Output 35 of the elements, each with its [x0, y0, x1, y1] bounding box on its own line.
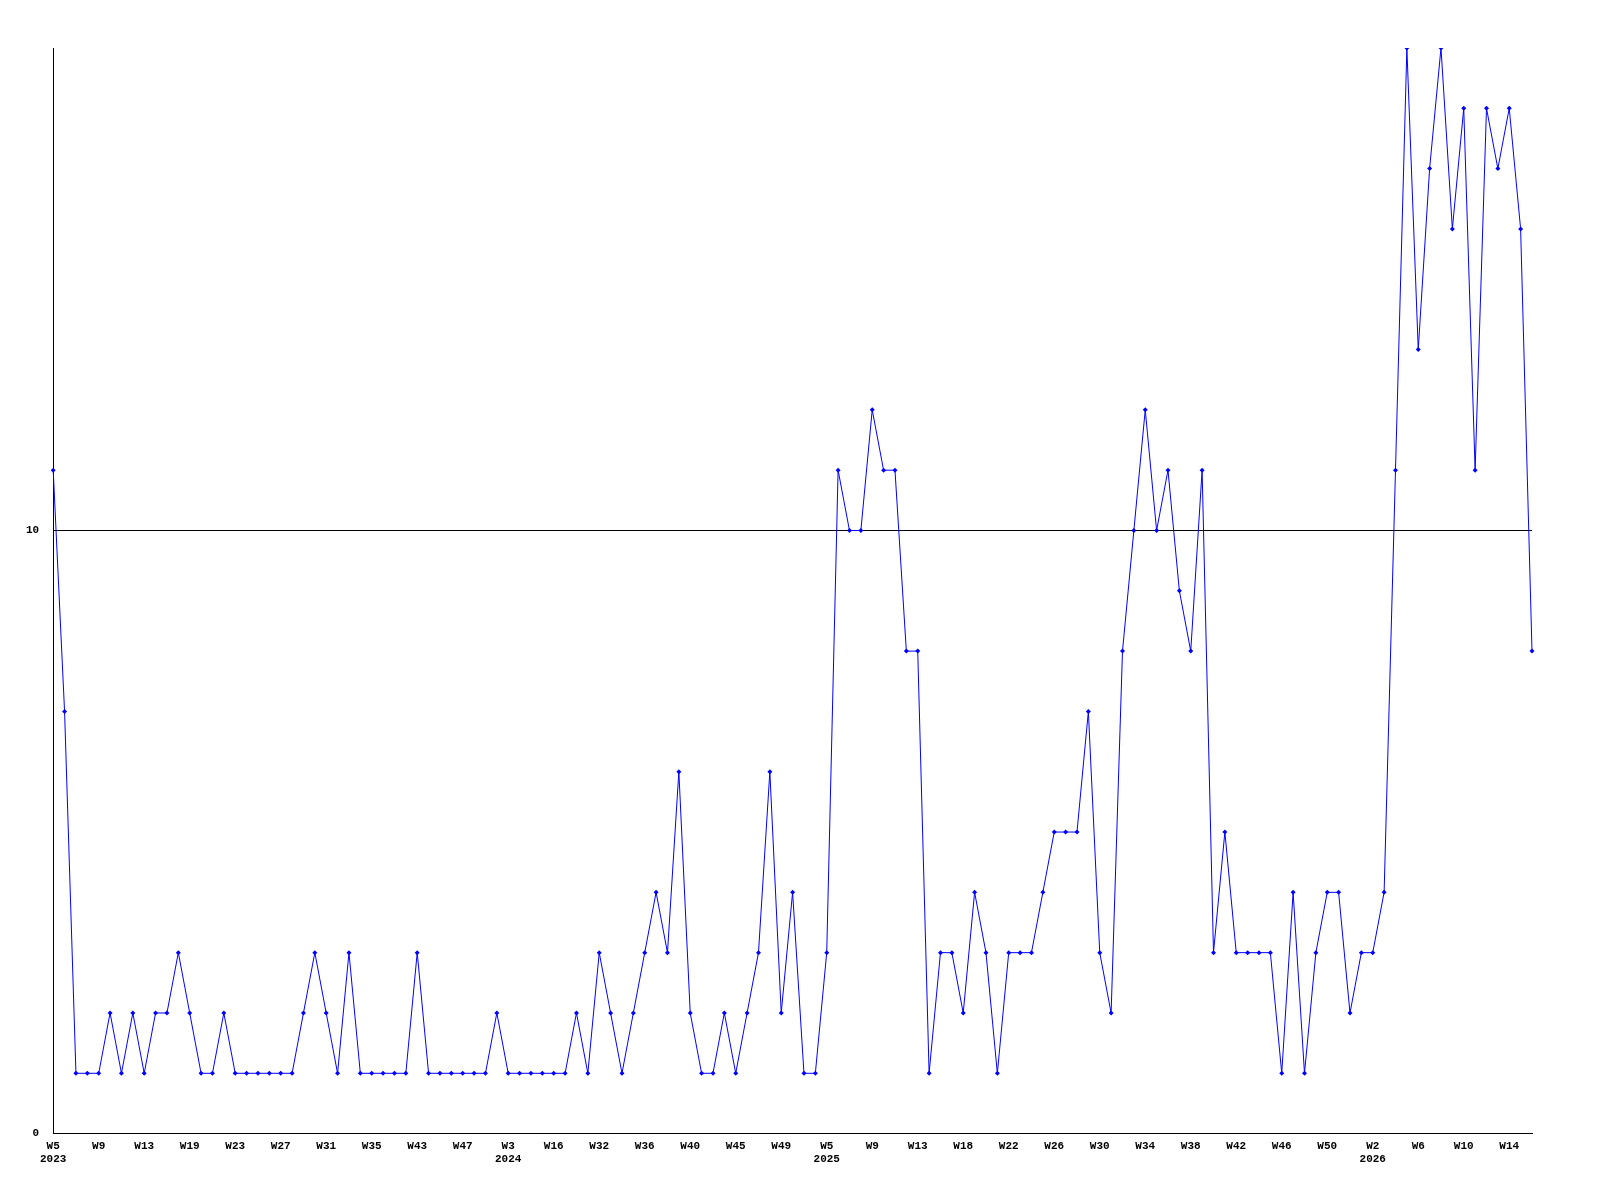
x-tick-label: W38	[1180, 1139, 1202, 1152]
x-tick-label: W13	[134, 1139, 155, 1152]
x-tick-label: W2 2026	[1359, 1139, 1386, 1166]
x-tick-label: W9	[92, 1139, 106, 1152]
x-tick-label: W31	[316, 1139, 337, 1152]
x-tick-label: W26	[1044, 1139, 1065, 1152]
x-tick-label: W36	[634, 1139, 655, 1152]
x-tick-label: W9	[865, 1139, 879, 1152]
x-tick-label: W19	[179, 1139, 200, 1152]
x-tick-label: W43	[407, 1139, 428, 1152]
x-tick-label: W10	[1453, 1139, 1474, 1152]
x-tick-label: W14	[1499, 1139, 1520, 1152]
x-tick-label: W23	[225, 1139, 246, 1152]
x-tick-label: W34	[1135, 1139, 1156, 1152]
x-tick-label: W6	[1411, 1139, 1425, 1152]
x-tick-label: W35	[361, 1139, 383, 1152]
x-tick-label: W42	[1226, 1139, 1247, 1152]
x-tick-label: W47	[452, 1139, 473, 1152]
x-tick-label: W46	[1271, 1139, 1292, 1152]
x-tick-label: W22	[998, 1139, 1019, 1152]
x-tick-label: W13	[907, 1139, 929, 1152]
x-tick-label: W27	[270, 1139, 291, 1152]
y-tick-label: 10	[26, 524, 40, 537]
x-tick-label: W40	[680, 1139, 701, 1152]
x-tick-label: W5 2023	[40, 1139, 67, 1166]
x-tick-label: W5 2025	[813, 1139, 841, 1166]
x-tick-label: W32	[589, 1139, 610, 1152]
x-tick-label: W30	[1089, 1139, 1110, 1152]
x-tick-label: W45	[725, 1139, 747, 1152]
x-tick-label: W49	[771, 1139, 792, 1152]
x-tick-label: W50	[1317, 1139, 1338, 1152]
x-tick-label: W16	[543, 1139, 564, 1152]
x-tick-label: W3 2024	[495, 1139, 522, 1166]
x-tick-label: W18	[953, 1139, 974, 1152]
y-tick-label: 0	[32, 1127, 40, 1140]
